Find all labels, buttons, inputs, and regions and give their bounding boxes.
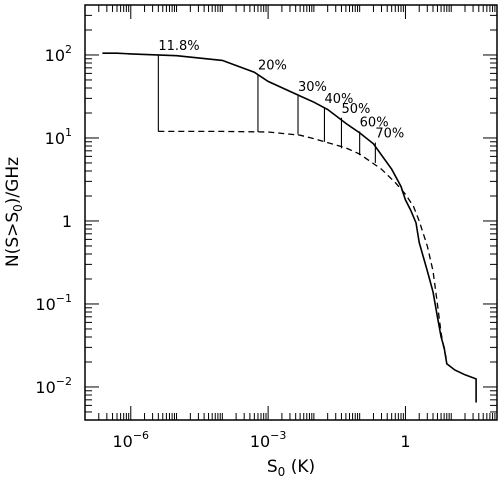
percent-label: 60% bbox=[360, 115, 389, 130]
x-tick-label: 10−3 bbox=[250, 429, 287, 451]
x-tick-label: 10−6 bbox=[112, 429, 149, 451]
x-tick-labels: 10−6 10−3 1 bbox=[112, 429, 410, 451]
y-tick-label: 10−1 bbox=[35, 292, 72, 314]
percent-label: 70% bbox=[375, 127, 404, 142]
plot-frame bbox=[84, 4, 498, 421]
percent-label: 40% bbox=[324, 92, 353, 107]
percent-label: 30% bbox=[298, 80, 327, 95]
y-tick-labels: 10−2 10−1 1 101 102 bbox=[35, 43, 72, 397]
y-tick-label: 10−2 bbox=[35, 375, 72, 397]
percent-label: 20% bbox=[258, 59, 287, 74]
dashed-curve bbox=[158, 130, 448, 361]
percent-label: 11.8% bbox=[158, 39, 199, 54]
y-tick-label: 1 bbox=[62, 212, 72, 231]
series-lines bbox=[102, 52, 477, 403]
percent-labels: 11.8% 20% 30%40%50%60%70% bbox=[158, 39, 404, 142]
y-tick-label: 102 bbox=[45, 43, 72, 65]
vertical-markers bbox=[157, 54, 376, 163]
ticks bbox=[84, 4, 498, 421]
x-tick-label: 1 bbox=[400, 432, 410, 451]
y-axis-label: N(S>S0)/GHz bbox=[3, 157, 25, 267]
x-axis-label: S0 (K) bbox=[267, 457, 315, 479]
y-tick-label: 101 bbox=[45, 126, 72, 148]
percent-label: 50% bbox=[341, 102, 370, 117]
